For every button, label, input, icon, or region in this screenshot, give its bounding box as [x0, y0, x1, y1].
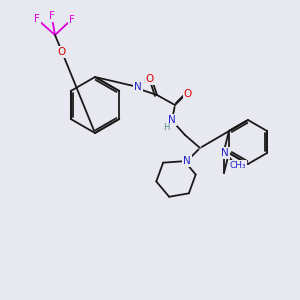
Text: H: H — [163, 124, 169, 133]
Text: N: N — [183, 156, 191, 166]
Text: N: N — [168, 115, 176, 125]
Text: CH₃: CH₃ — [230, 160, 246, 169]
Text: F: F — [69, 15, 75, 25]
Text: O: O — [58, 47, 66, 57]
Text: N: N — [134, 82, 142, 92]
Text: O: O — [184, 89, 192, 99]
Text: F: F — [34, 14, 40, 24]
Text: N: N — [221, 148, 229, 158]
Text: H: H — [143, 77, 149, 86]
Text: O: O — [146, 74, 154, 84]
Text: F: F — [49, 11, 55, 21]
